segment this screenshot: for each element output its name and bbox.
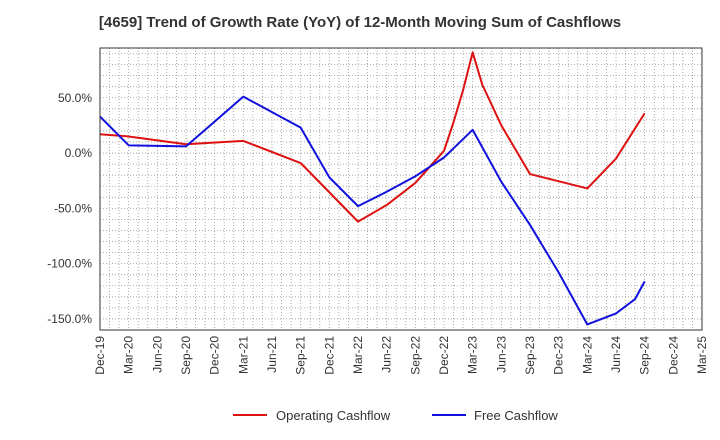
- y-tick-label: 50.0%: [58, 91, 92, 105]
- x-tick-label: Jun-24: [609, 336, 623, 373]
- plot-frame: [99, 47, 703, 331]
- y-tick-label: -150.0%: [47, 312, 92, 326]
- legend-label: Operating Cashflow: [276, 408, 391, 423]
- x-tick-label: Jun-22: [380, 336, 394, 373]
- plot-background: [100, 48, 702, 330]
- x-tick-label: Dec-21: [322, 336, 336, 375]
- x-tick-label: Mar-21: [236, 336, 250, 374]
- grid-layer: [99, 48, 703, 330]
- x-tick-label: Mar-22: [351, 336, 365, 374]
- y-tick-label: 0.0%: [65, 146, 93, 160]
- x-axis-ticks: Dec-19 Mar-20 Jun-20 Sep-20 Dec-20 Mar-21 Jun-…: [93, 336, 709, 375]
- x-tick-label: Sep-21: [294, 336, 308, 375]
- x-tick-label: Mar-25: [695, 336, 709, 374]
- x-tick-label: Dec-24: [666, 336, 680, 375]
- x-tick-label: Jun-20: [150, 336, 164, 373]
- x-tick-label: Mar-24: [580, 336, 594, 374]
- legend-label: Free Cashflow: [474, 408, 558, 423]
- x-tick-label: Sep-20: [179, 336, 193, 375]
- x-tick-label: Jun-21: [265, 336, 279, 373]
- x-tick-label: Dec-23: [552, 336, 566, 375]
- y-tick-label: -100.0%: [47, 257, 92, 271]
- series-line-operating-cashflow: [99, 51, 646, 223]
- series-line-free-cashflow: [99, 95, 646, 326]
- x-tick-label: Dec-20: [208, 336, 222, 375]
- x-tick-label: Dec-19: [93, 336, 107, 375]
- chart-title: [4659] Trend of Growth Rate (YoY) of 12-…: [98, 14, 622, 31]
- x-tick-label: Mar-23: [466, 336, 480, 374]
- y-tick-label: -50.0%: [54, 201, 92, 215]
- x-tick-label: Sep-23: [523, 336, 537, 375]
- series-layer: [99, 51, 646, 326]
- y-axis-ticks: -150.0% -100.0% -50.0% 0.0% 50.0%: [47, 91, 92, 326]
- x-tick-label: Dec-22: [437, 336, 451, 375]
- x-tick-label: Sep-24: [638, 336, 652, 375]
- x-tick-label: Jun-23: [494, 336, 508, 373]
- x-tick-label: Mar-20: [122, 336, 136, 374]
- x-tick-label: Sep-22: [408, 336, 422, 375]
- legend: Operating Cashflow Free Cashflow: [233, 408, 558, 423]
